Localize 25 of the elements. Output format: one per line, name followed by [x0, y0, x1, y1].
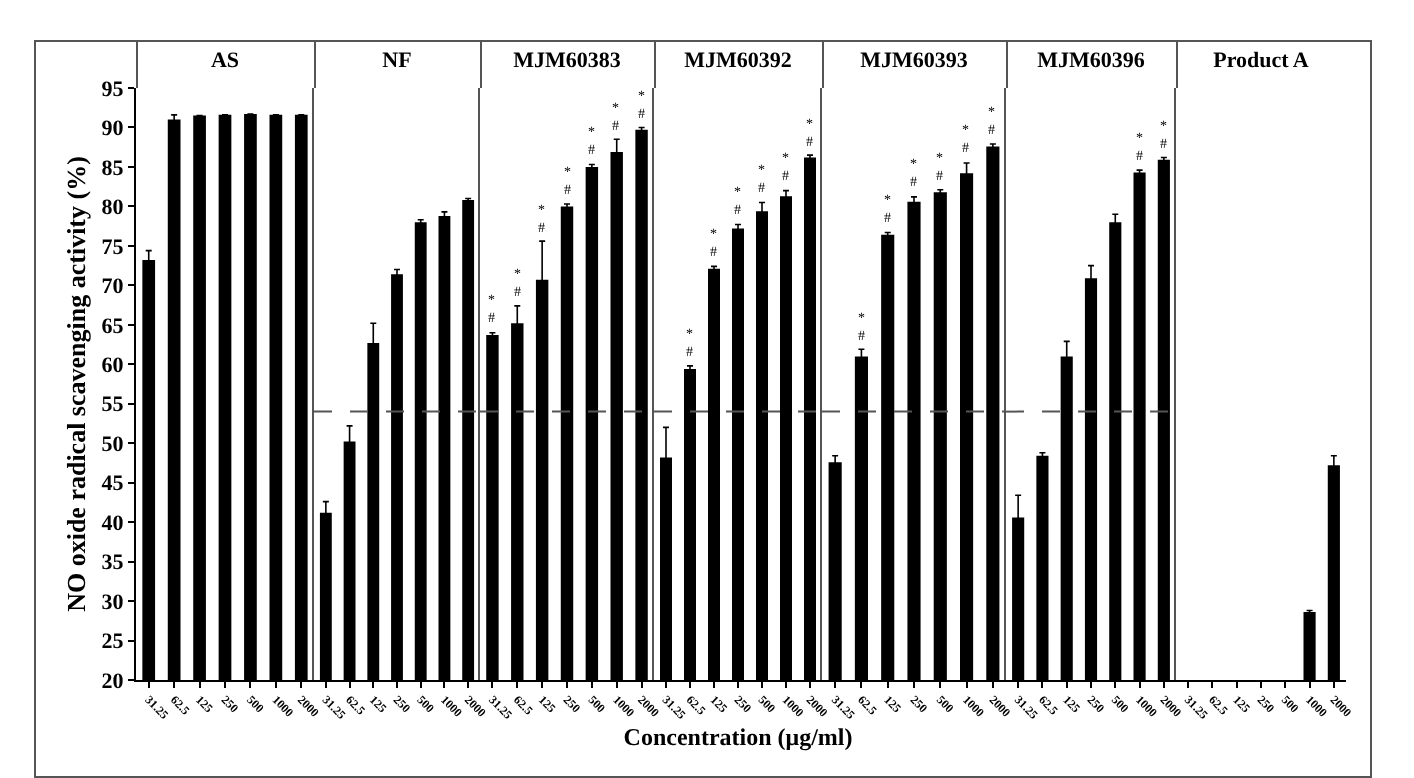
- chart-title: Product A: [1213, 49, 1309, 74]
- chart-title: AS: [210, 49, 240, 74]
- chart-title: MJM60396: [1037, 49, 1146, 74]
- y-tick-label: 55: [101, 393, 125, 418]
- y-tick-label: 65: [101, 314, 125, 339]
- y-tick-label: 70: [101, 275, 125, 300]
- y-tick-label: 30: [101, 590, 125, 615]
- y-tick-label: 35: [101, 551, 125, 576]
- y-tick-label: 85: [101, 156, 125, 181]
- y-tick-label: 45: [101, 472, 125, 497]
- chart-title: MJM60393: [860, 49, 969, 74]
- chart-title: NF: [382, 49, 413, 74]
- y-tick-label: 25: [101, 630, 125, 655]
- y-tick-label: 90: [101, 117, 125, 142]
- chart-title: MJM60383: [513, 49, 622, 74]
- y-tick-label: 60: [101, 353, 125, 378]
- y-axis-title: NO oxide radical scavenging activity (%): [61, 156, 92, 612]
- y-tick-label: 80: [101, 196, 125, 221]
- y-tick-label: 75: [101, 235, 125, 260]
- x-axis-title: Concentration (μg/ml): [623, 722, 853, 751]
- y-tick-label: 50: [101, 432, 125, 457]
- y-tick-label: 40: [101, 511, 125, 536]
- chart-title: MJM60392: [684, 49, 793, 74]
- y-tick-label: 95: [101, 77, 125, 102]
- y-tick-label: 20: [101, 669, 125, 694]
